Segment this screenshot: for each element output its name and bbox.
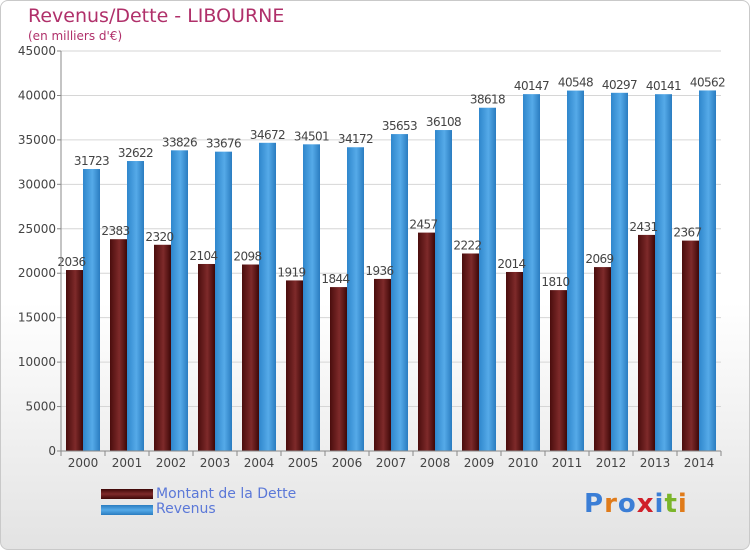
bar-debt-2007 <box>374 278 391 451</box>
bar-debt-2005 <box>286 280 303 451</box>
bar-revenue-2014 <box>699 90 716 452</box>
data-label-revenue: 38618 <box>470 93 505 107</box>
data-label-debt: 2222 <box>453 238 481 252</box>
x-tick-label: 2014 <box>684 456 715 470</box>
y-tick-label: 10000 <box>18 355 56 369</box>
data-label-debt: 2069 <box>585 252 613 266</box>
data-label-debt: 1810 <box>541 275 569 289</box>
data-label-revenue: 40548 <box>558 76 593 90</box>
data-label-revenue: 34672 <box>250 128 285 142</box>
x-tick-label: 2009 <box>464 456 495 470</box>
data-label-revenue: 33826 <box>162 135 197 149</box>
bar-debt-2012 <box>594 267 611 451</box>
data-label-debt: 1919 <box>277 265 305 279</box>
bar-debt-2008 <box>418 232 435 451</box>
y-tick-label: 0 <box>48 444 56 458</box>
legend-swatch-debt <box>101 489 153 499</box>
bar-debt-2013 <box>638 234 655 451</box>
y-tick-label: 45000 <box>18 44 56 58</box>
data-label-debt: 1844 <box>321 272 349 286</box>
bar-revenue-2003 <box>215 151 232 451</box>
y-tick-label: 15000 <box>18 311 56 325</box>
legend-label-revenue: Revenus <box>156 501 216 517</box>
bar-revenue-2002 <box>171 150 188 451</box>
data-label-debt: 2367 <box>673 226 701 240</box>
bar-debt-2011 <box>550 290 567 451</box>
data-label-debt: 2320 <box>145 230 173 244</box>
data-label-revenue: 40141 <box>646 79 681 93</box>
legend-swatch-revenue <box>101 505 153 515</box>
data-label-revenue: 34501 <box>294 129 329 143</box>
data-label-debt: 2014 <box>497 257 525 271</box>
data-label-revenue: 40297 <box>602 78 637 92</box>
legend-label-debt: Montant de la Dette <box>156 486 297 502</box>
data-label-revenue: 40147 <box>514 79 549 93</box>
chart-title: Revenus/Dette - LIBOURNE <box>28 5 285 27</box>
bar-revenue-2004 <box>259 142 276 451</box>
x-tick-label: 2013 <box>640 456 671 470</box>
bar-revenue-2010 <box>523 94 540 451</box>
y-tick-label: 35000 <box>18 133 56 147</box>
bar-revenue-2007 <box>391 134 408 451</box>
proxiti-logo: Proxiti <box>584 489 688 519</box>
chart-subtitle: (en milliers d'€) <box>28 29 123 43</box>
bar-revenue-2013 <box>655 94 672 452</box>
y-tick-label: 40000 <box>18 88 56 102</box>
bar-debt-2002 <box>154 244 171 451</box>
bar-revenue-2006 <box>347 147 364 451</box>
x-tick-label: 2004 <box>244 456 275 470</box>
data-label-debt: 2104 <box>189 249 217 263</box>
bar-debt-2009 <box>462 253 479 451</box>
x-tick-label: 2000 <box>68 456 99 470</box>
bar-revenue-2001 <box>127 161 144 451</box>
data-label-debt: 2098 <box>233 250 261 264</box>
bar-revenue-2005 <box>303 144 320 451</box>
data-label-revenue: 40562 <box>690 75 725 89</box>
data-label-debt: 2383 <box>101 224 129 238</box>
data-label-revenue: 33676 <box>206 137 241 151</box>
bar-debt-2003 <box>198 263 215 451</box>
y-tick-label: 5000 <box>25 400 56 414</box>
data-label-debt: 2036 <box>57 255 85 269</box>
x-tick-label: 2003 <box>200 456 231 470</box>
bar-revenue-2012 <box>611 92 628 451</box>
x-tick-label: 2007 <box>376 456 407 470</box>
data-label-revenue: 34172 <box>338 132 373 146</box>
bar-debt-2006 <box>330 287 347 451</box>
data-label-revenue: 32622 <box>118 146 153 160</box>
x-tick-label: 2008 <box>420 456 451 470</box>
data-label-revenue: 36108 <box>426 115 461 129</box>
data-label-debt: 2457 <box>409 218 437 232</box>
data-label-debt: 1936 <box>365 264 393 278</box>
y-tick-label: 25000 <box>18 222 56 236</box>
bar-debt-2014 <box>682 240 699 451</box>
bar-debt-2000 <box>66 270 83 451</box>
data-label-debt: 2431 <box>629 220 657 234</box>
x-tick-label: 2011 <box>552 456 583 470</box>
x-tick-label: 2012 <box>596 456 627 470</box>
bar-revenue-2011 <box>567 90 584 451</box>
data-label-revenue: 35653 <box>382 119 417 133</box>
bar-revenue-2000 <box>83 169 100 452</box>
x-tick-label: 2001 <box>112 456 143 470</box>
x-tick-label: 2005 <box>288 456 319 470</box>
x-tick-label: 2010 <box>508 456 539 470</box>
bar-debt-2004 <box>242 264 259 451</box>
y-tick-label: 30000 <box>18 177 56 191</box>
x-tick-label: 2002 <box>156 456 187 470</box>
bar-debt-2010 <box>506 271 523 451</box>
data-label-revenue: 31723 <box>74 154 109 168</box>
x-tick-label: 2006 <box>332 456 363 470</box>
bar-debt-2001 <box>110 239 127 451</box>
bar-revenue-2008 <box>435 130 452 452</box>
bar-revenue-2009 <box>479 107 496 452</box>
y-tick-label: 20000 <box>18 266 56 280</box>
